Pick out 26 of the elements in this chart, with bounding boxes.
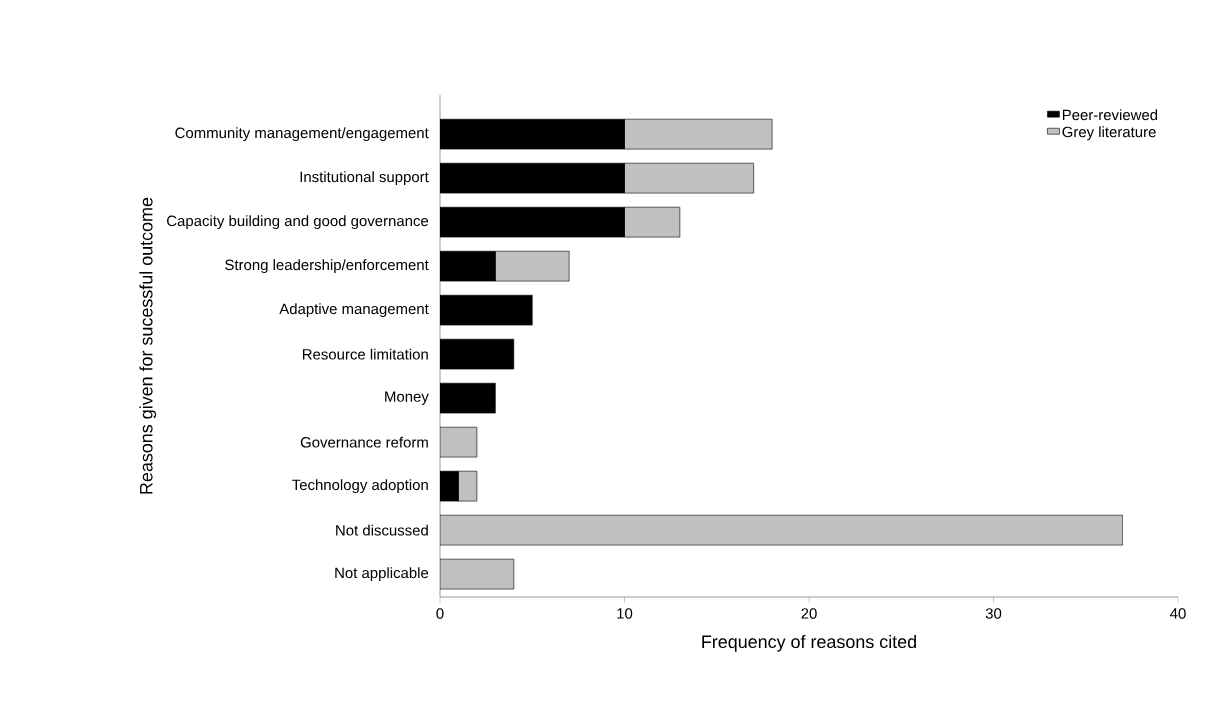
y-tick-label: Money	[385, 391, 429, 405]
y-tick-label: Not discussed	[336, 524, 428, 536]
bar	[624, 206, 681, 238]
bar	[624, 162, 754, 194]
y-tick-label: Resource limitation	[302, 348, 428, 360]
y-tick-label: Governance reform	[300, 436, 428, 448]
y-tick-label: Strong leadership/enforcement	[225, 259, 429, 274]
x-tick-label: 0	[436, 608, 444, 619]
x-axis-title: Frequency of reasons cited	[702, 634, 916, 652]
bar	[624, 118, 773, 150]
x-tick-label: 20	[801, 608, 817, 619]
bar	[440, 514, 1123, 546]
y-tick-label: Capacity building and good governance	[167, 215, 429, 230]
x-tick-label: 10	[617, 608, 633, 619]
x-tick-label: 30	[985, 608, 1002, 619]
legend-label: Grey literature	[1062, 126, 1156, 141]
y-tick-label: Adaptive management	[279, 303, 429, 318]
bar	[440, 558, 515, 590]
y-tick-label: Community management/engagement	[175, 127, 429, 142]
y-tick-label: Institutional support	[300, 171, 429, 186]
x-tick-label: 40	[1170, 608, 1186, 619]
y-tick-label: Technology adoption	[292, 479, 428, 494]
bar	[495, 250, 570, 282]
legend-label: Peer-reviewed	[1062, 109, 1158, 121]
y-axis-title: Reasons given for sucessful outcome	[139, 197, 157, 494]
y-tick-label: Not applicable	[335, 567, 429, 582]
